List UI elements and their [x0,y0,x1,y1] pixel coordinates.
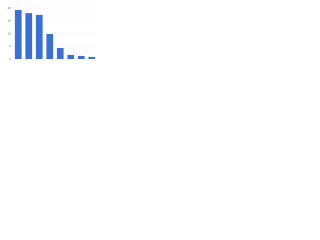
y-tick-label: 10 [8,31,12,35]
bar [56,48,64,59]
bar [35,14,43,59]
bar [14,10,22,59]
y-tick-label: 5 [9,44,11,48]
bar [88,56,96,59]
y-tick-label: 15 [8,19,12,23]
bar [46,34,54,59]
chart: 0 5 10 15 20 [8,6,97,61]
y-tick-label: 20 [8,6,12,10]
y-tick-label: 0 [9,57,11,61]
bar [25,13,33,60]
bar [67,54,75,59]
bar [77,55,85,59]
